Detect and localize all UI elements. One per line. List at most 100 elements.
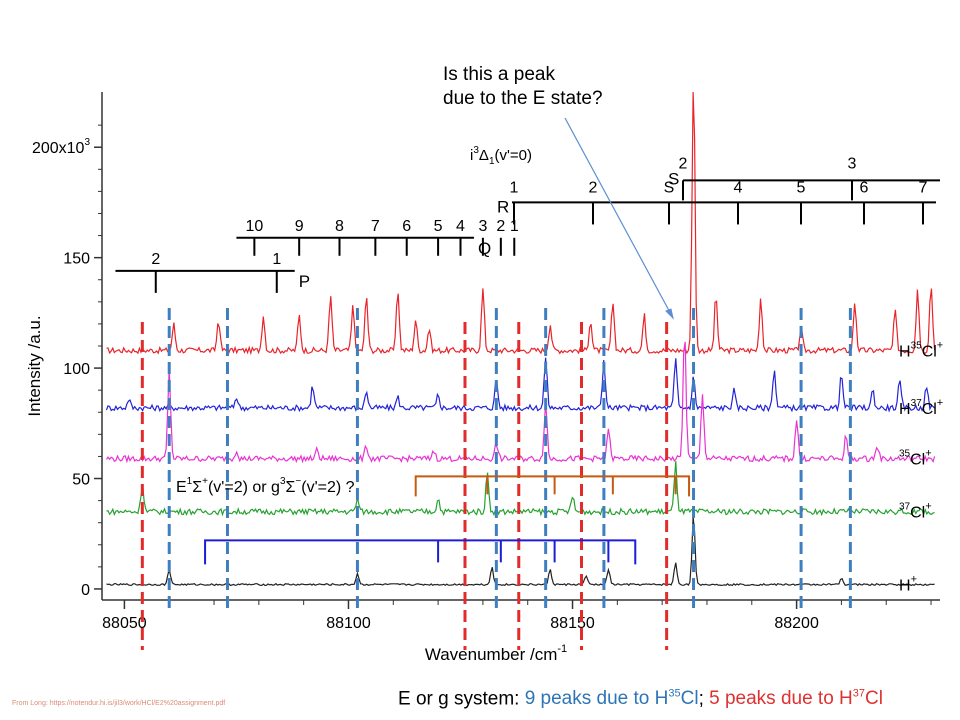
ladder-q-number: 5: [434, 218, 443, 235]
state-label-i-sub: 1: [489, 156, 495, 167]
series-line-1: [105, 357, 936, 413]
ladder-r-number: 5: [797, 179, 806, 196]
series-label-charge: +: [925, 501, 931, 513]
state-label-i-tail: (v'=0): [495, 147, 532, 164]
ladder-r-letter: R: [497, 197, 509, 216]
series-label-charge: +: [937, 339, 943, 351]
y-tick-text: 0: [81, 582, 90, 599]
series-label: H37Cl+: [899, 397, 943, 418]
ladder-q-number: 6: [402, 218, 411, 235]
blue-bracket: [204, 539, 637, 565]
callout-line-1: Is this a peak: [443, 64, 555, 85]
ladder-q-number: 4: [456, 218, 465, 235]
caption-h37-sup: 37: [852, 688, 866, 700]
ladder-q-number: 3: [478, 218, 487, 235]
ladder-q-number: 9: [295, 218, 304, 235]
series-label: 37Cl+: [899, 501, 932, 522]
series-line-4: [106, 516, 935, 587]
e-label-sup2: +: [202, 476, 208, 487]
series-label-species: Cl: [910, 505, 925, 522]
state-label-i-a: i: [470, 147, 473, 164]
ladder-r-number: 6: [860, 179, 869, 196]
e-label-sup1: 1: [187, 476, 193, 487]
e-label-post: (v'=2) ?: [301, 479, 354, 496]
series-label-iso: 35: [911, 340, 923, 351]
x-axis-label: Wavenumber /cm-1: [425, 643, 567, 664]
x-axis-label-sup: -1: [557, 643, 567, 655]
e-label-sigma1: Σ: [192, 479, 202, 496]
e-state-label: E1Σ+(v'=2) or g3Σ−(v'=2) ?: [176, 476, 355, 496]
series-label-name: H: [899, 401, 911, 418]
ladder-r-number: 2: [589, 179, 598, 196]
caption-h37-b: Cl: [865, 688, 883, 710]
series-line-2: [106, 341, 936, 464]
ladder-r-number: 4: [734, 179, 743, 196]
ladder-q-number: 7: [371, 218, 380, 235]
callout-arrowhead: [665, 308, 674, 320]
caption-separator: ;: [698, 688, 710, 710]
caption-h35-text: 9 peaks due to H35Cl: [525, 688, 699, 709]
series-label-species: Cl: [910, 452, 925, 469]
ladder-q-number: 1: [510, 218, 519, 235]
y-tick-sup: 3: [84, 137, 90, 148]
e-label-sup4: −: [295, 476, 301, 487]
series-label-species: Cl: [922, 401, 937, 418]
caption: E or g system: 9 peaks due to H35Cl; 5 p…: [398, 688, 883, 710]
state-label-i-delta: Δ: [479, 147, 489, 164]
y-tick-label: 150: [63, 251, 90, 268]
series-line-3: [106, 461, 935, 517]
callout-question: Is this a peak due to the E state?: [443, 63, 603, 111]
ladder-q-number: 10: [245, 218, 263, 235]
ladder-q-letter: Q: [478, 239, 491, 258]
ladder-r-number: S: [664, 179, 675, 196]
callout-line-2: due to the E state?: [443, 88, 603, 109]
series-label-name: H: [899, 578, 911, 595]
x-tick-label: 88100: [326, 615, 371, 632]
caption-h35-a: 9 peaks due to H: [524, 688, 669, 710]
series-label-charge: +: [937, 397, 943, 409]
series-label-iso: 37: [911, 398, 923, 409]
y-tick-label: 100: [63, 361, 90, 378]
series-label-iso: 35: [899, 449, 911, 460]
state-label-i-sup: 3: [473, 145, 479, 156]
ladder-s-number: 3: [848, 155, 857, 172]
ladder-q-number: 8: [335, 218, 344, 235]
orange-bracket: [414, 475, 691, 497]
caption-h35-b: Cl: [680, 688, 699, 710]
x-tick-label: 88150: [550, 615, 595, 632]
y-tick-text: 150: [63, 251, 90, 268]
caption-prefix: E or g system:: [398, 688, 525, 710]
callout-arrow: [564, 117, 674, 319]
state-label-i: i3Δ1(v'=0): [470, 145, 532, 167]
y-axis-label: Intensity /a.u.: [25, 315, 44, 416]
ladder-q-number: 2: [496, 218, 505, 235]
ladder-p-number: 2: [151, 251, 160, 268]
ladder-p-number: 1: [272, 251, 281, 268]
y-tick-text: 50: [72, 472, 90, 489]
source-note: From Long: https://notendur.hi.is/jil3/w…: [12, 700, 226, 707]
x-axis-label-text: Wavenumber /cm: [425, 645, 558, 664]
ladder-s-number: 2: [679, 155, 688, 172]
series-label-iso: 37: [899, 502, 911, 513]
x-tick-label: 88050: [102, 615, 147, 632]
caption-h37-text: 5 peaks due to H37Cl: [709, 688, 883, 709]
series-label-species: Cl: [922, 343, 937, 360]
ladder-s-letter: S: [668, 169, 679, 188]
series-label-name: H: [899, 343, 911, 360]
y-tick-label: 200x103: [32, 137, 91, 157]
caption-h37-a: 5 peaks due to H: [709, 688, 853, 710]
caption-h35-sup: 35: [668, 688, 681, 700]
y-tick-text: 200x10: [32, 140, 85, 157]
y-tick-label: 0: [81, 582, 90, 599]
series-label: 35Cl+: [899, 448, 932, 469]
e-label-e: E: [176, 479, 187, 496]
e-label-sup3: 3: [280, 476, 286, 487]
y-tick-label: 50: [72, 472, 90, 489]
x-tick-label: 88200: [774, 615, 819, 632]
ladder-p-letter: P: [299, 272, 310, 291]
series-line-0: [106, 91, 936, 356]
e-label-mid: (v'=2) or g: [208, 479, 280, 496]
e-label-sigma2: Σ: [286, 479, 296, 496]
